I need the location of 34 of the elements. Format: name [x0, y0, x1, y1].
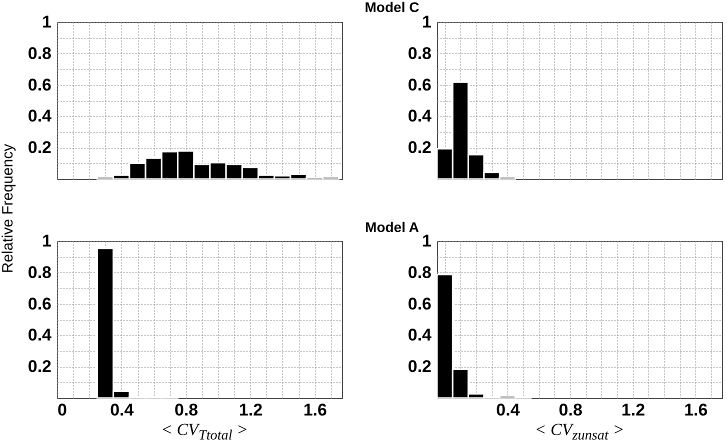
- y-tick-label: 0.8: [408, 44, 432, 63]
- x-tick-label: 1.2: [238, 400, 263, 420]
- chart-title: Model C: [364, 0, 420, 15]
- y-axis-title: Relative Frequency: [0, 142, 16, 275]
- y-tick-label: 0.4: [28, 106, 52, 126]
- x-tick-label: 0: [58, 400, 67, 420]
- x-tick-label: 1.2: [621, 400, 646, 420]
- x-tick-label: 0.8: [558, 400, 582, 420]
- x-tick-label: 1.6: [303, 400, 327, 420]
- x-tick-label: 1.6: [684, 400, 708, 420]
- x-tick-label: 0.4: [496, 400, 520, 420]
- chart-title: Model A: [365, 219, 419, 235]
- y-tick-label: 0.8: [28, 44, 52, 63]
- y-tick-label: 0.2: [28, 357, 52, 376]
- x-tick-label: 0.4: [110, 400, 134, 420]
- x-axis-title: < CV$_{z}$$_{unsat}$ >: [534, 420, 626, 442]
- y-tick-label: 1: [42, 232, 52, 250]
- y-tick-label: 0.4: [408, 326, 432, 345]
- y-tick-label: 1: [42, 12, 52, 32]
- y-tick-label: 0.2: [408, 357, 432, 376]
- x-axis-title: < CV$_{T}$$_{total}$ >: [160, 420, 250, 442]
- y-tick-label: 1: [422, 232, 432, 250]
- y-tick-label: 0.8: [28, 262, 52, 282]
- y-tick-label: 0.6: [28, 294, 52, 314]
- y-tick-label: 0.4: [408, 106, 432, 126]
- y-tick-label: 0.6: [28, 75, 52, 94]
- y-tick-label: 0.2: [28, 138, 52, 158]
- y-tick-label: 0.6: [408, 75, 432, 94]
- y-tick-label: 0.8: [408, 262, 432, 282]
- y-tick-label: 0.4: [28, 326, 52, 345]
- y-tick-label: 1: [422, 12, 432, 32]
- y-tick-label: 0.2: [408, 138, 432, 158]
- x-tick-label: 0.8: [174, 400, 198, 420]
- y-tick-label: 0.6: [408, 294, 432, 314]
